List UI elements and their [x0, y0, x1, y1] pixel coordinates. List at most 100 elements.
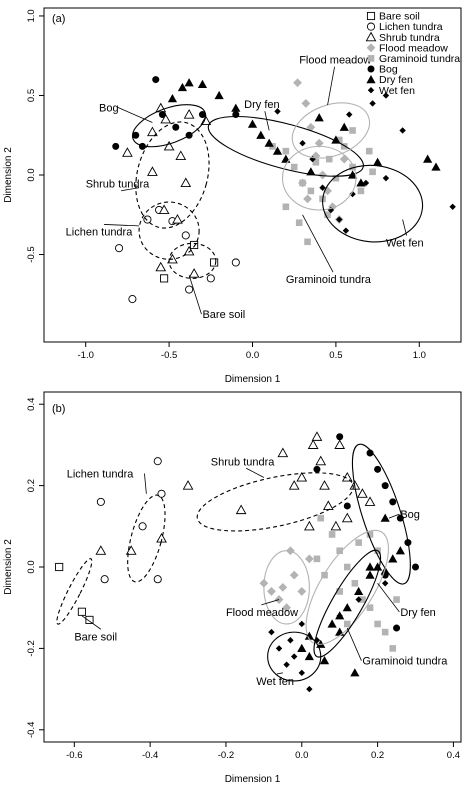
panel-a-point-flood-meadow — [306, 122, 316, 132]
panel-a-point-wet-fen — [346, 111, 353, 118]
panel-a-ellipse-graminoid-tundra — [281, 145, 357, 211]
panel-b-xtick-label: -0.4 — [142, 750, 158, 761]
panel-a-point-dry-fen — [373, 157, 383, 166]
panel-b-point-graminoid-tundra — [374, 620, 381, 628]
panel-b-series-bog — [313, 433, 420, 632]
panel-a-series-shrub-tundra — [122, 102, 212, 278]
panel-b-point-graminoid-tundra — [381, 628, 389, 636]
panel-a-point-dry-fen — [356, 178, 366, 187]
panel-a-point-dry-fen — [197, 79, 208, 88]
panel-a-y-axis-title: Dimension 2 — [3, 147, 14, 203]
panel-b-point-bare-soil — [77, 607, 86, 616]
panel-a-point-shrub-tundra — [183, 109, 195, 119]
panel-a-leader-bog — [117, 107, 153, 123]
panel-a-leader-lichen-tundra — [104, 224, 140, 227]
legend-marker-shrub-tundra — [365, 31, 377, 42]
panel-a-point-bare-soil — [190, 240, 199, 250]
panel-a-series-lichen-tundra — [115, 205, 240, 304]
panel-a-point-wet-fen — [362, 179, 370, 187]
panel-a-point-shrub-tundra — [147, 126, 158, 137]
panel-a-leader-dry-fen — [264, 111, 270, 131]
panel-b-point-bog — [393, 624, 401, 632]
panel-a-point-shrub-tundra — [183, 245, 195, 256]
panel-b-xtick-label: -0.6 — [66, 750, 82, 761]
panel-b-ytick-label: -0.4 — [26, 722, 37, 738]
panel-a-point-graminoid-tundra — [299, 179, 306, 187]
panel-b-annotation-graminoid-tundra: Graminoid tundra — [362, 656, 448, 668]
panel-b-point-graminoid-tundra — [317, 514, 325, 522]
panel-b-point-dry-fen — [373, 562, 383, 571]
panel-b-point-graminoid-tundra — [351, 579, 359, 587]
legend-marker-bare-soil — [366, 11, 376, 21]
panel-b-point-bare-soil — [55, 562, 64, 572]
panel-a-point-dry-fen — [264, 138, 274, 147]
panel-b-annotation-flood-meadow: Flood meadow — [226, 607, 298, 619]
panel-a-point-graminoid-tundra — [312, 158, 320, 166]
panel-a-point-dry-fen — [306, 167, 316, 176]
panel-b-point-dry-fen — [327, 619, 337, 628]
panel-a-ytick-label: 1.0 — [26, 9, 37, 22]
panel-b-ellipse-dry-fen — [313, 549, 382, 658]
panel-b-label: (b) — [52, 403, 65, 415]
panel-a-point-bog — [152, 76, 160, 84]
panel-a-point-dry-fen — [177, 82, 188, 92]
panel-a-point-lichen-tundra — [115, 244, 124, 253]
panel-a-point-wet-fen — [342, 227, 350, 234]
panel-a-annotation-shrub-tundra: Shrub tundra — [86, 179, 150, 191]
panel-b-annotation-lichen-tundra: Lichen tundra — [67, 468, 135, 480]
panel-b-ellipse-flood-meadow — [263, 550, 310, 625]
panel-b-annotation-wet-fen: Wet fen — [256, 676, 294, 688]
panel-b-point-wet-fen — [306, 685, 313, 693]
panel-a-point-wet-fen — [319, 184, 326, 191]
panel-b-point-lichen-tundra — [153, 575, 162, 584]
panel-b-point-wet-fen — [291, 653, 298, 660]
panel-a-annotation-bare-soil: Bare soil — [202, 309, 245, 321]
panel-a-ellipse-bare-soil — [168, 242, 217, 279]
panel-a-point-bog — [172, 123, 180, 131]
panel-a-point-bog — [158, 111, 166, 119]
panel-a-leader-bare-soil — [188, 275, 202, 315]
panel-b-ellipse-wet-fen — [267, 631, 322, 682]
legend-label-bog: Bog — [379, 64, 398, 76]
panel-a-series-dry-fen — [167, 78, 441, 187]
panel-b-leader-bog — [388, 513, 400, 519]
panel-a-point-lichen-tundra — [128, 295, 137, 304]
panel-a-point-lichen-tundra — [185, 285, 194, 294]
panel-b-point-graminoid-tundra — [336, 547, 343, 555]
panel-b-leader-bare-soil — [81, 615, 102, 630]
legend-marker-bog — [367, 65, 375, 73]
panel-a-point-wet-fen — [382, 92, 390, 99]
panel-b-point-lichen-tundra — [96, 497, 105, 506]
panel-b-point-shrub-tundra — [357, 488, 368, 498]
panel-b-point-flood-meadow — [297, 587, 307, 596]
panel-a-point-dry-fen — [331, 135, 341, 144]
panel-a-leader-flood-meadow — [327, 66, 335, 106]
panel-a-point-flood-meadow — [314, 138, 324, 148]
panel-b-leader-shrub-tundra — [246, 467, 265, 478]
panel-b-point-wet-fen — [298, 620, 305, 628]
panel-b-point-shrub-tundra — [334, 439, 346, 449]
panel-b: -0.6 -0.4 -0.2 0.0 0.2 0.4 -0.4 -0.2 0.0 0.2 0.4 Di… — [3, 391, 462, 785]
panel-a-point-dry-fen — [431, 162, 441, 171]
panel-b-annotation-bog: Bog — [400, 509, 420, 521]
panel-b-xtick-label: 0.4 — [447, 750, 460, 761]
panel-b-point-bog — [336, 433, 344, 441]
panel-a-point-graminoid-tundra — [325, 155, 333, 163]
panel-b-point-flood-meadow — [282, 603, 292, 613]
panel-b-point-lichen-tundra — [157, 489, 166, 498]
legend-marker-wet-fen — [367, 87, 375, 94]
panel-a-point-dry-fen — [184, 78, 194, 87]
panel-b-ytick-label: 0.4 — [26, 398, 37, 411]
panel-b-point-graminoid-tundra — [389, 645, 397, 652]
panel-b-point-dry-fen — [365, 570, 375, 579]
panel-b-point-graminoid-tundra — [366, 604, 374, 611]
panel-a-x-axis-title: Dimension 1 — [225, 374, 281, 385]
panel-a-annotation-dry-fen: Dry fen — [244, 99, 279, 111]
panel-a-xtick-label: -1.0 — [78, 350, 94, 361]
panel-a-point-graminoid-tundra — [282, 203, 290, 211]
panel-a-point-graminoid-tundra — [282, 147, 290, 155]
panel-a-point-flood-meadow — [339, 154, 349, 164]
panel-a: -1.0 -0.5 0.0 0.5 1.0 -0.5 0.0 0.5 1.0 Dimension … — [3, 7, 462, 385]
panel-b-leader-graminoid-tundra — [346, 627, 362, 661]
